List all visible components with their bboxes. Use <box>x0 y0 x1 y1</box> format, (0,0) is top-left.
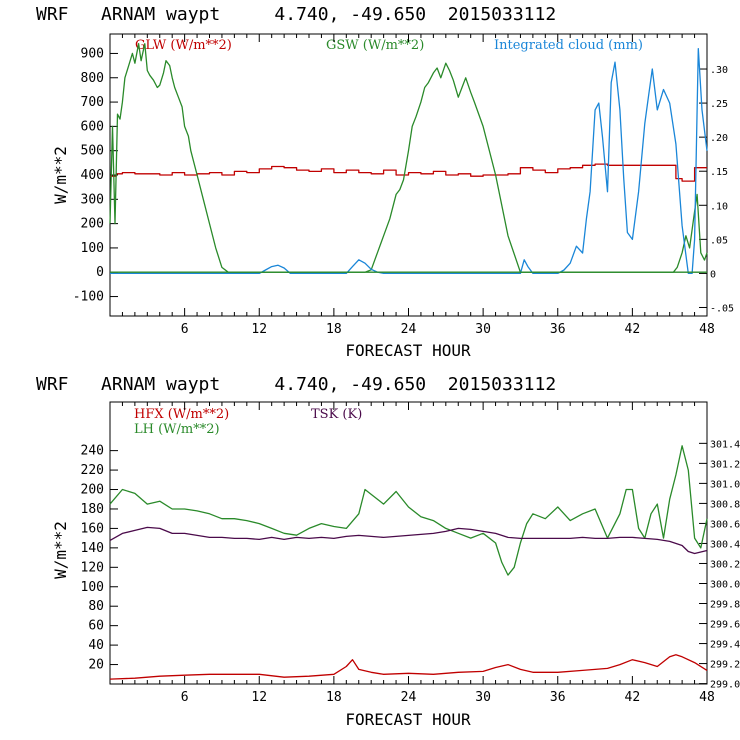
chart-2-y-tick-label: 240 <box>81 444 104 459</box>
chart-2-y-axis-label: W/m**2 <box>51 521 70 579</box>
chart-1-series-line-1 <box>109 43 708 273</box>
chart-2-y-tick-label: 200 <box>81 483 104 498</box>
chart-1-y-tick-label: 200 <box>81 217 104 232</box>
chart-2-y2-tick-label: 300.4 <box>710 539 740 550</box>
chart-1-y-tick-label: 400 <box>81 168 104 183</box>
chart-2-x-tick-label: 24 <box>401 690 417 705</box>
chart-1-x-tick-label: 42 <box>625 322 641 337</box>
chart-2-y2-tick-label: 300.0 <box>710 579 740 590</box>
chart-2-series-line-1 <box>109 445 708 576</box>
chart-2-legend-lh: LH (W/m**2) <box>134 422 220 437</box>
chart-1-x-tick-label: 30 <box>475 322 491 337</box>
chart-1-legend-gsw: GSW (W/m**2) <box>326 38 424 53</box>
chart-2-y2-tick-label: 300.6 <box>710 519 740 530</box>
chart-1-x-tick-label: 24 <box>401 322 417 337</box>
chart-1-y-tick-label: 500 <box>81 144 104 159</box>
chart-1-y-axis-label: W/m**2 <box>51 146 70 204</box>
chart-2-y-tick-label: 100 <box>81 580 104 595</box>
chart-1-y2-tick-label: -.05 <box>710 303 734 314</box>
chart-1-y-tick-label: 600 <box>81 119 104 134</box>
chart-2-y2-tick-label: 300.2 <box>710 559 740 570</box>
chart-2-y-tick-label: 20 <box>88 658 104 673</box>
chart-2-y2-tick-label: 300.8 <box>710 499 740 510</box>
chart-2-y-tick-label: 180 <box>81 502 104 517</box>
chart-1-x-tick-label: 48 <box>699 322 715 337</box>
chart-2-y2-tick-label: 299.4 <box>710 640 740 651</box>
chart-2-y-tick-label: 80 <box>88 599 104 614</box>
chart-2-plot-frame <box>109 401 708 685</box>
chart-1-x-tick-label: 6 <box>181 322 189 337</box>
chart-2-legend-hfx: HFX (W/m**2) <box>134 407 229 422</box>
chart-1-y2-tick-label: .10 <box>710 201 728 212</box>
chart-2-series-line-2 <box>109 526 708 555</box>
chart-2-y2-tick-label: 299.8 <box>710 600 740 611</box>
chart-2-x-tick-label: 18 <box>326 690 342 705</box>
chart-1-legend-glw: GLW (W/m**2) <box>135 38 232 53</box>
chart-2-y2-tick-label: 301.4 <box>710 439 740 450</box>
chart-2-x-axis-label: FORECAST HOUR <box>345 710 471 729</box>
chart-2-x-tick-label: 42 <box>625 690 641 705</box>
chart-2-x-tick-label: 30 <box>475 690 491 705</box>
chart-1-series-line-2 <box>110 47 708 275</box>
chart-2-y-tick-label: 40 <box>88 638 104 653</box>
chart-1-y-tick-label: 0 <box>96 265 104 280</box>
chart-1-y2-tick-label: .15 <box>710 167 728 178</box>
chart-2-y2-tick-label: 299.0 <box>710 680 740 691</box>
chart-1-x-tick-label: 36 <box>550 322 566 337</box>
chart-1-y-tick-label: -100 <box>73 290 104 305</box>
chart-1-title: WRF ARNAM waypt 4.740, -49.650 201503311… <box>36 4 556 25</box>
chart-2-y2-tick-label: 301.2 <box>710 459 740 470</box>
chart-2-y-tick-label: 160 <box>81 521 104 536</box>
chart-2-y2-tick-label: 301.0 <box>710 479 740 490</box>
chart-2-y2-tick-label: 299.6 <box>710 620 740 631</box>
chart-1-y2-tick-label: .20 <box>710 133 728 144</box>
chart-1-x-axis-label: FORECAST HOUR <box>345 341 471 360</box>
chart-1-y-tick-label: 100 <box>81 241 104 256</box>
chart-1-y-tick-label: 800 <box>81 71 104 86</box>
chart-1-series-line-0 <box>110 163 707 182</box>
chart-1-legend-cloud: Integrated cloud (mm) <box>494 38 643 53</box>
chart-2-y-tick-label: 120 <box>81 560 104 575</box>
chart-2-x-tick-label: 12 <box>251 690 267 705</box>
chart-1-y2-tick-label: .30 <box>710 65 728 76</box>
chart-2-legend-tsk: TSK (K) <box>311 407 362 422</box>
chart-1-y-tick-label: 900 <box>81 46 104 61</box>
chart-2-y2-tick-label: 299.2 <box>710 660 740 671</box>
chart-1-y2-tick-label: 0 <box>710 269 716 280</box>
chart-1-x-tick-label: 18 <box>326 322 342 337</box>
chart-2-x-tick-label: 48 <box>699 690 715 705</box>
chart-2-x-tick-label: 6 <box>181 690 189 705</box>
chart-2-title: WRF ARNAM waypt 4.740, -49.650 201503311… <box>36 374 556 395</box>
chart-1: WRF ARNAM waypt 4.740, -49.650 201503311… <box>36 4 734 360</box>
chart-2: WRF ARNAM waypt 4.740, -49.650 201503311… <box>36 374 740 729</box>
chart-1-y-tick-label: 300 <box>81 192 104 207</box>
chart-1-x-tick-label: 12 <box>251 322 267 337</box>
chart-2-y-tick-label: 60 <box>88 619 104 634</box>
chart-1-y2-tick-label: .05 <box>710 235 728 246</box>
chart-1-y2-tick-label: .25 <box>710 99 728 110</box>
chart-2-y-tick-label: 220 <box>81 463 104 478</box>
chart-2-x-tick-label: 36 <box>550 690 566 705</box>
chart-2-y-tick-label: 140 <box>81 541 104 556</box>
chart-2-series-line-0 <box>109 654 708 680</box>
chart-1-y-tick-label: 700 <box>81 95 104 110</box>
